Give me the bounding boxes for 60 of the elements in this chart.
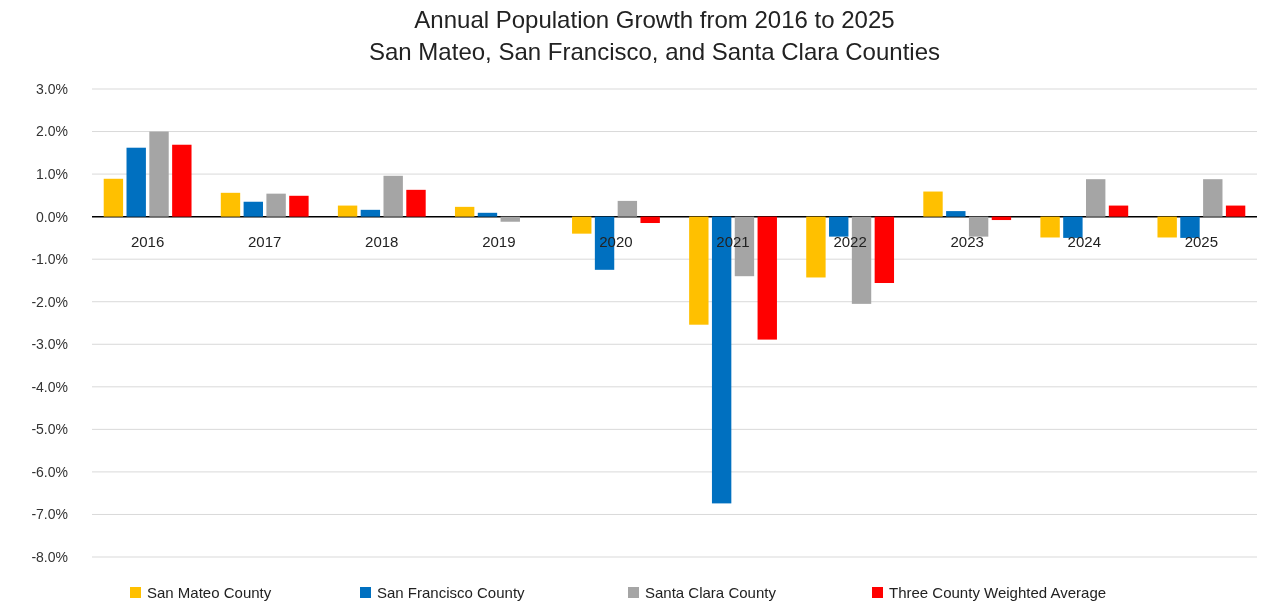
y-tick-label: -2.0% — [31, 293, 68, 310]
bar — [757, 216, 777, 340]
y-tick-label: -3.0% — [31, 336, 68, 353]
y-tick-label: -1.0% — [31, 251, 68, 268]
bar — [1108, 205, 1129, 217]
bar — [266, 193, 286, 217]
bar — [874, 216, 895, 284]
bar — [289, 195, 309, 217]
y-tick-label: -7.0% — [31, 506, 68, 523]
bar — [806, 216, 826, 278]
bar — [243, 201, 263, 217]
bar — [337, 205, 358, 217]
bar — [1063, 216, 1083, 238]
bar — [923, 191, 943, 217]
x-tick-label: 2024 — [1067, 232, 1101, 250]
bar — [689, 216, 709, 325]
bar — [617, 200, 638, 217]
y-tick-label: -5.0% — [31, 421, 68, 438]
bar — [500, 216, 520, 222]
bar — [1180, 216, 1200, 238]
chart-title: Annual Population Growth from 2016 to 2025 San Mateo, San Francisco, and Santa Clara Counties — [369, 6, 940, 65]
x-tick-label: 2023 — [950, 232, 984, 250]
bar — [383, 175, 403, 217]
x-tick-label: 2019 — [482, 232, 516, 250]
bar — [946, 211, 966, 217]
y-tick-label: 1.0% — [36, 165, 68, 182]
x-tick-label: 2016 — [130, 232, 165, 250]
legend-label: San Francisco County — [377, 584, 526, 601]
bar — [103, 178, 124, 217]
bar — [1203, 179, 1223, 217]
legend-label: San Mateo County — [147, 584, 272, 601]
x-tick-label: 2018 — [365, 232, 399, 250]
x-tick-label: 2022 — [833, 232, 867, 250]
y-tick-label: -4.0% — [31, 378, 68, 395]
y-tick-label: 0.0% — [36, 208, 68, 225]
y-tick-label: 3.0% — [36, 80, 68, 97]
bar — [149, 131, 169, 217]
bar — [126, 147, 146, 217]
legend-label: Santa Clara County — [645, 584, 777, 601]
bar — [968, 216, 989, 237]
bar — [1157, 216, 1177, 238]
y-tick-label: -6.0% — [31, 463, 68, 480]
bar — [360, 209, 381, 217]
bar — [572, 216, 592, 234]
bar — [640, 216, 660, 224]
y-tick-label: -8.0% — [31, 548, 68, 565]
x-tick-label: 2017 — [248, 232, 282, 250]
bar — [1086, 179, 1106, 217]
bar — [406, 189, 426, 217]
bar — [829, 216, 849, 237]
x-tick-label: 2021 — [716, 232, 750, 250]
bar — [1040, 216, 1060, 238]
bar — [1225, 205, 1246, 217]
bar — [477, 212, 498, 217]
x-tick-label: 2025 — [1184, 232, 1219, 250]
y-tick-label: 2.0% — [36, 123, 68, 140]
bar — [172, 144, 192, 217]
legend-label: Three County Weighted Average — [889, 584, 1107, 601]
bar — [220, 192, 241, 217]
bar — [454, 206, 475, 217]
